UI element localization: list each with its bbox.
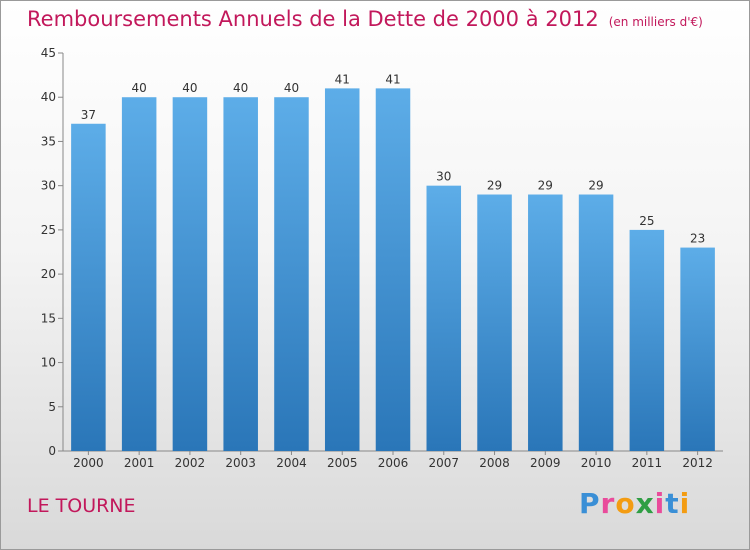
- x-tick-label: 2010: [581, 456, 612, 470]
- proxiti-logo: Proxiti: [579, 487, 690, 520]
- y-tick-label: 5: [48, 400, 56, 414]
- bar-value-label: 37: [81, 108, 96, 122]
- y-tick-label: 45: [41, 46, 56, 60]
- y-tick-label: 30: [41, 179, 56, 193]
- bar-value-label: 40: [284, 81, 299, 95]
- bar: [172, 97, 208, 451]
- x-tick-label: 2005: [327, 456, 358, 470]
- logo-letter: r: [600, 487, 616, 520]
- bar-value-label: 40: [132, 81, 147, 95]
- logo-letter: i: [679, 487, 691, 520]
- y-tick-label: 15: [41, 311, 56, 325]
- x-tick-label: 2001: [124, 456, 155, 470]
- bar: [578, 194, 614, 451]
- x-tick-label: 2006: [378, 456, 409, 470]
- x-tick-label: 2003: [225, 456, 256, 470]
- bar: [426, 185, 462, 451]
- bar-value-label: 30: [436, 170, 451, 184]
- bar: [121, 97, 157, 451]
- bar-value-label: 40: [233, 81, 248, 95]
- x-tick-label: 2000: [73, 456, 104, 470]
- bar: [680, 247, 715, 451]
- y-tick-label: 25: [41, 223, 56, 237]
- x-tick-label: 2007: [428, 456, 459, 470]
- logo-letter: o: [615, 487, 636, 520]
- bar-value-label: 29: [588, 179, 603, 193]
- bar: [274, 97, 309, 451]
- x-tick-label: 2008: [479, 456, 510, 470]
- y-tick-label: 0: [48, 444, 56, 458]
- bar: [324, 88, 360, 451]
- chart-unit: (en milliers d'€): [608, 15, 703, 29]
- bar-value-label: 40: [182, 81, 197, 95]
- bar-value-label: 41: [385, 72, 400, 86]
- bar-value-label: 25: [639, 214, 654, 228]
- bar-value-label: 23: [690, 232, 705, 246]
- bar: [629, 229, 665, 451]
- x-tick-label: 2012: [682, 456, 713, 470]
- logo-letter: t: [665, 487, 680, 520]
- bar: [71, 123, 106, 451]
- bar: [528, 194, 563, 451]
- x-tick-label: 2009: [530, 456, 561, 470]
- y-tick-label: 20: [41, 267, 56, 281]
- bar: [223, 97, 258, 451]
- chart-title: Remboursements Annuels de la Dette de 20…: [27, 7, 599, 31]
- logo-letter: i: [654, 487, 666, 520]
- logo-letter: x: [635, 487, 655, 520]
- bar-value-label: 29: [487, 179, 502, 193]
- bar-value-label: 41: [335, 72, 350, 86]
- commune-name: LE TOURNE: [27, 495, 136, 517]
- x-tick-label: 2011: [632, 456, 663, 470]
- bar: [477, 194, 512, 451]
- bar-value-label: 29: [538, 179, 553, 193]
- x-tick-label: 2002: [175, 456, 206, 470]
- bar: [375, 88, 411, 451]
- chart-title-block: Remboursements Annuels de la Dette de 20…: [27, 7, 703, 31]
- logo-letter: P: [579, 487, 601, 520]
- y-tick-label: 40: [41, 90, 56, 104]
- y-tick-label: 10: [41, 356, 56, 370]
- y-tick-label: 35: [41, 134, 56, 148]
- x-tick-label: 2004: [276, 456, 307, 470]
